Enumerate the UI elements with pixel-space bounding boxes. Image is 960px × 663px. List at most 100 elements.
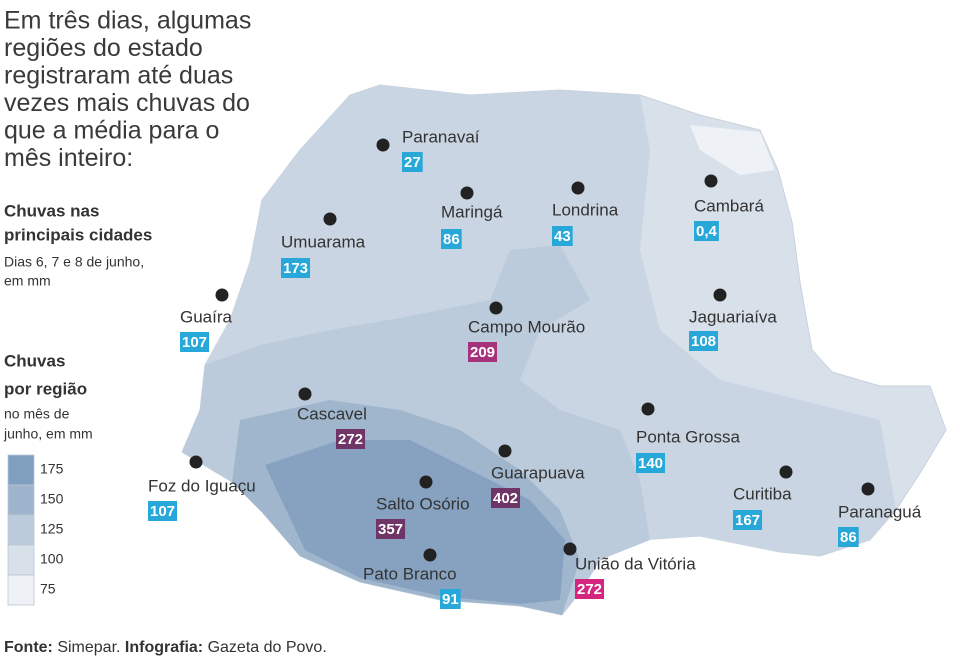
legend-label: 125 — [40, 521, 64, 537]
source-label: Fonte: — [4, 639, 53, 656]
city-value: 167 — [735, 512, 760, 529]
city-dot — [563, 542, 577, 556]
city-name: Guarapuava — [491, 463, 585, 482]
city-name: Cambará — [694, 196, 764, 215]
city-dot — [419, 475, 433, 489]
city-value: 27 — [404, 154, 421, 171]
source: Simepar. — [53, 639, 125, 656]
city-name: Maringá — [441, 202, 503, 221]
regions-title: por região — [4, 379, 87, 398]
city-dot — [376, 138, 390, 152]
city-value: 43 — [554, 228, 571, 245]
legend-label: 175 — [40, 461, 64, 477]
intro-line: que a média para o — [4, 117, 219, 145]
value-box — [694, 221, 719, 241]
cities: Paranavaí 27 Maringá 86 Londrina 43 Cambará 0,4… — [148, 127, 922, 609]
city-dot — [323, 212, 337, 226]
city-value: 173 — [283, 260, 308, 277]
cities-subtitle: em mm — [4, 273, 51, 289]
city-dot — [189, 455, 203, 469]
regions-subtitle: junho, em mm — [3, 426, 93, 442]
legend-swatch — [7, 544, 35, 576]
city-value: 91 — [442, 591, 459, 608]
city-value: 402 — [493, 490, 518, 507]
legend-label: 100 — [40, 551, 64, 567]
value-box — [281, 258, 311, 278]
city-dot — [423, 548, 437, 562]
legend-panel: Chuvas nas principais cidades Dias 6, 7 e … — [3, 201, 152, 606]
cities-title: principais cidades — [4, 225, 152, 244]
city-name: Foz do Iguaçu — [148, 476, 256, 495]
regions-subtitle: no mês de — [4, 406, 70, 422]
city-dot — [641, 402, 655, 416]
city-value: 108 — [691, 333, 716, 350]
intro-line: vezes mais chuvas do — [4, 89, 250, 117]
city-dot — [489, 301, 503, 315]
legend-swatch — [7, 454, 35, 486]
value-box — [441, 229, 462, 249]
city-value: 86 — [840, 529, 857, 546]
city-value: 86 — [443, 231, 460, 248]
city-value: 107 — [150, 503, 175, 520]
city-dot — [779, 465, 793, 479]
city-name: Umuarama — [281, 232, 366, 251]
city-name: Curitiba — [733, 484, 792, 503]
city-name: Salto Osório — [376, 494, 470, 513]
city-dot — [498, 444, 512, 458]
value-box — [468, 342, 498, 362]
city-dot — [215, 288, 229, 302]
city-name: Ponta Grossa — [636, 427, 740, 446]
city-value: 272 — [338, 431, 363, 448]
city-value: 272 — [577, 581, 602, 598]
value-box — [552, 226, 573, 246]
city-name: Guaíra — [180, 307, 233, 326]
city-name: União da Vitória — [575, 554, 696, 573]
cities-subtitle: Dias 6, 7 e 8 de junho, — [4, 254, 144, 270]
city-dot — [713, 288, 727, 302]
value-box — [838, 527, 859, 547]
city-dot — [298, 387, 312, 401]
value-box — [733, 510, 763, 530]
graphics: Gazeta do Povo. — [203, 639, 327, 656]
intro-line: mês inteiro: — [4, 144, 133, 172]
city-dot — [460, 186, 474, 200]
graphics-label: Infografia: — [125, 639, 203, 656]
value-box — [402, 152, 423, 172]
value-box — [376, 519, 406, 539]
legend-swatch — [7, 574, 35, 606]
city-dot — [861, 482, 875, 496]
city-value: 209 — [470, 344, 495, 361]
legend-swatch — [7, 484, 35, 516]
city-name: Paranavaí — [402, 127, 480, 146]
footer: Fonte: Simepar. Infografia: Gazeta do Po… — [4, 639, 327, 656]
value-box — [440, 589, 461, 609]
intro-line: regiões do estado — [4, 34, 203, 62]
cities-title: Chuvas nas — [4, 201, 99, 220]
city-value: 107 — [182, 334, 207, 351]
city-name: Pato Branco — [363, 564, 457, 583]
city-name: Londrina — [552, 200, 619, 219]
city-name: Cascavel — [297, 404, 367, 423]
value-box — [636, 453, 666, 473]
region-75 — [690, 125, 775, 175]
intro-line: registraram até duas — [4, 62, 233, 90]
city-value: 0,4 — [696, 223, 718, 240]
value-box — [180, 332, 210, 352]
city-dot — [704, 174, 718, 188]
value-box — [336, 429, 366, 449]
value-box — [148, 501, 178, 521]
legend-label: 150 — [40, 491, 64, 507]
city-name: Campo Mourão — [468, 317, 585, 336]
value-box — [689, 331, 719, 351]
city-name: Jaguariaíva — [689, 307, 777, 326]
city-value: 140 — [638, 455, 663, 472]
regions-title: Chuvas — [4, 351, 65, 370]
legend-swatch — [7, 514, 35, 546]
intro-line: Em três dias, algumas — [4, 7, 251, 35]
region-175 — [265, 440, 565, 604]
city-name: Paranaguá — [838, 502, 922, 521]
value-box — [575, 579, 605, 599]
city-dot — [571, 181, 585, 195]
